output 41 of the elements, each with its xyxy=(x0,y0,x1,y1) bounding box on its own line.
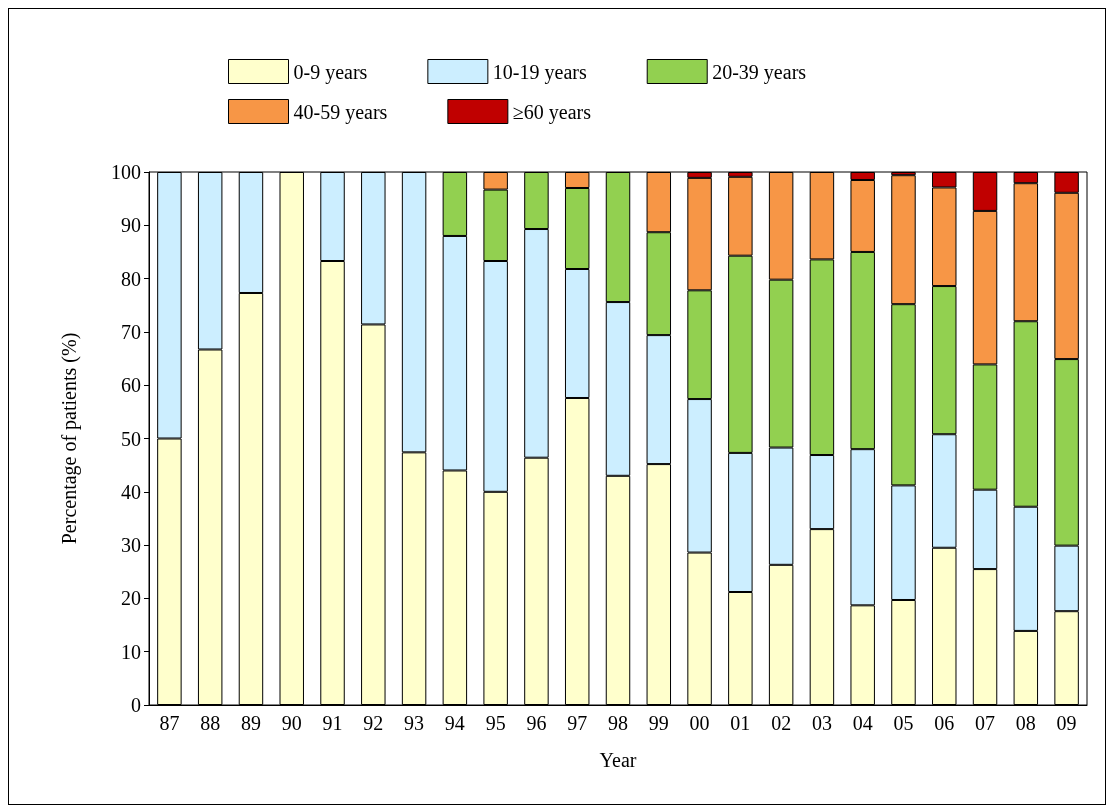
y-tick-label: 90 xyxy=(121,214,141,237)
x-tick-label: 09 xyxy=(1056,712,1077,734)
y-tick-label: 10 xyxy=(121,640,141,663)
x-tick-label: 08 xyxy=(1015,712,1036,734)
legend-label: 0-9 years xyxy=(293,60,368,84)
y-tick-label: 100 xyxy=(111,161,141,183)
x-tick-label: 94 xyxy=(444,712,465,734)
x-tick-label: 06 xyxy=(934,712,955,734)
x-tick-label: 07 xyxy=(975,712,996,734)
x-tick-label: 97 xyxy=(567,712,588,734)
y-tick-label: 80 xyxy=(121,267,141,290)
x-tick-label: 98 xyxy=(608,712,628,734)
x-tick-label: 02 xyxy=(771,712,792,734)
legend-label: 10-19 years xyxy=(492,60,587,84)
x-tick-label: 03 xyxy=(811,712,832,734)
x-tick-label: 89 xyxy=(240,712,261,734)
x-tick-label: 95 xyxy=(485,712,506,734)
x-tick-label: 91 xyxy=(322,712,343,734)
x-tick-label: 90 xyxy=(281,712,302,734)
x-tick-label: 92 xyxy=(363,712,384,734)
x-tick-label: 96 xyxy=(526,712,547,734)
x-tick-label: 87 xyxy=(159,712,180,734)
legend-label: 40-59 years xyxy=(293,100,388,124)
y-tick-label: 60 xyxy=(121,374,141,397)
legend-label: ≥60 years xyxy=(512,100,592,124)
y-axis-title: Percentage of patients (%) xyxy=(58,332,81,545)
x-tick-label: 00 xyxy=(689,712,710,734)
legend-label: 20-39 years xyxy=(712,60,807,84)
x-tick-label: 93 xyxy=(404,712,425,734)
y-tick-label: 30 xyxy=(121,534,141,557)
x-tick-label: 04 xyxy=(852,712,873,734)
y-tick-label: 70 xyxy=(121,320,141,343)
x-tick-label: 01 xyxy=(730,712,751,734)
y-tick-label: 40 xyxy=(121,480,141,503)
y-tick-label: 50 xyxy=(121,427,141,450)
x-tick-label: 99 xyxy=(648,712,669,734)
y-tick-label: 20 xyxy=(121,587,141,610)
x-tick-label: 05 xyxy=(893,712,914,734)
x-tick-label: 88 xyxy=(200,712,221,734)
y-tick-label: 0 xyxy=(131,694,141,716)
x-axis-title: Year xyxy=(599,749,637,771)
